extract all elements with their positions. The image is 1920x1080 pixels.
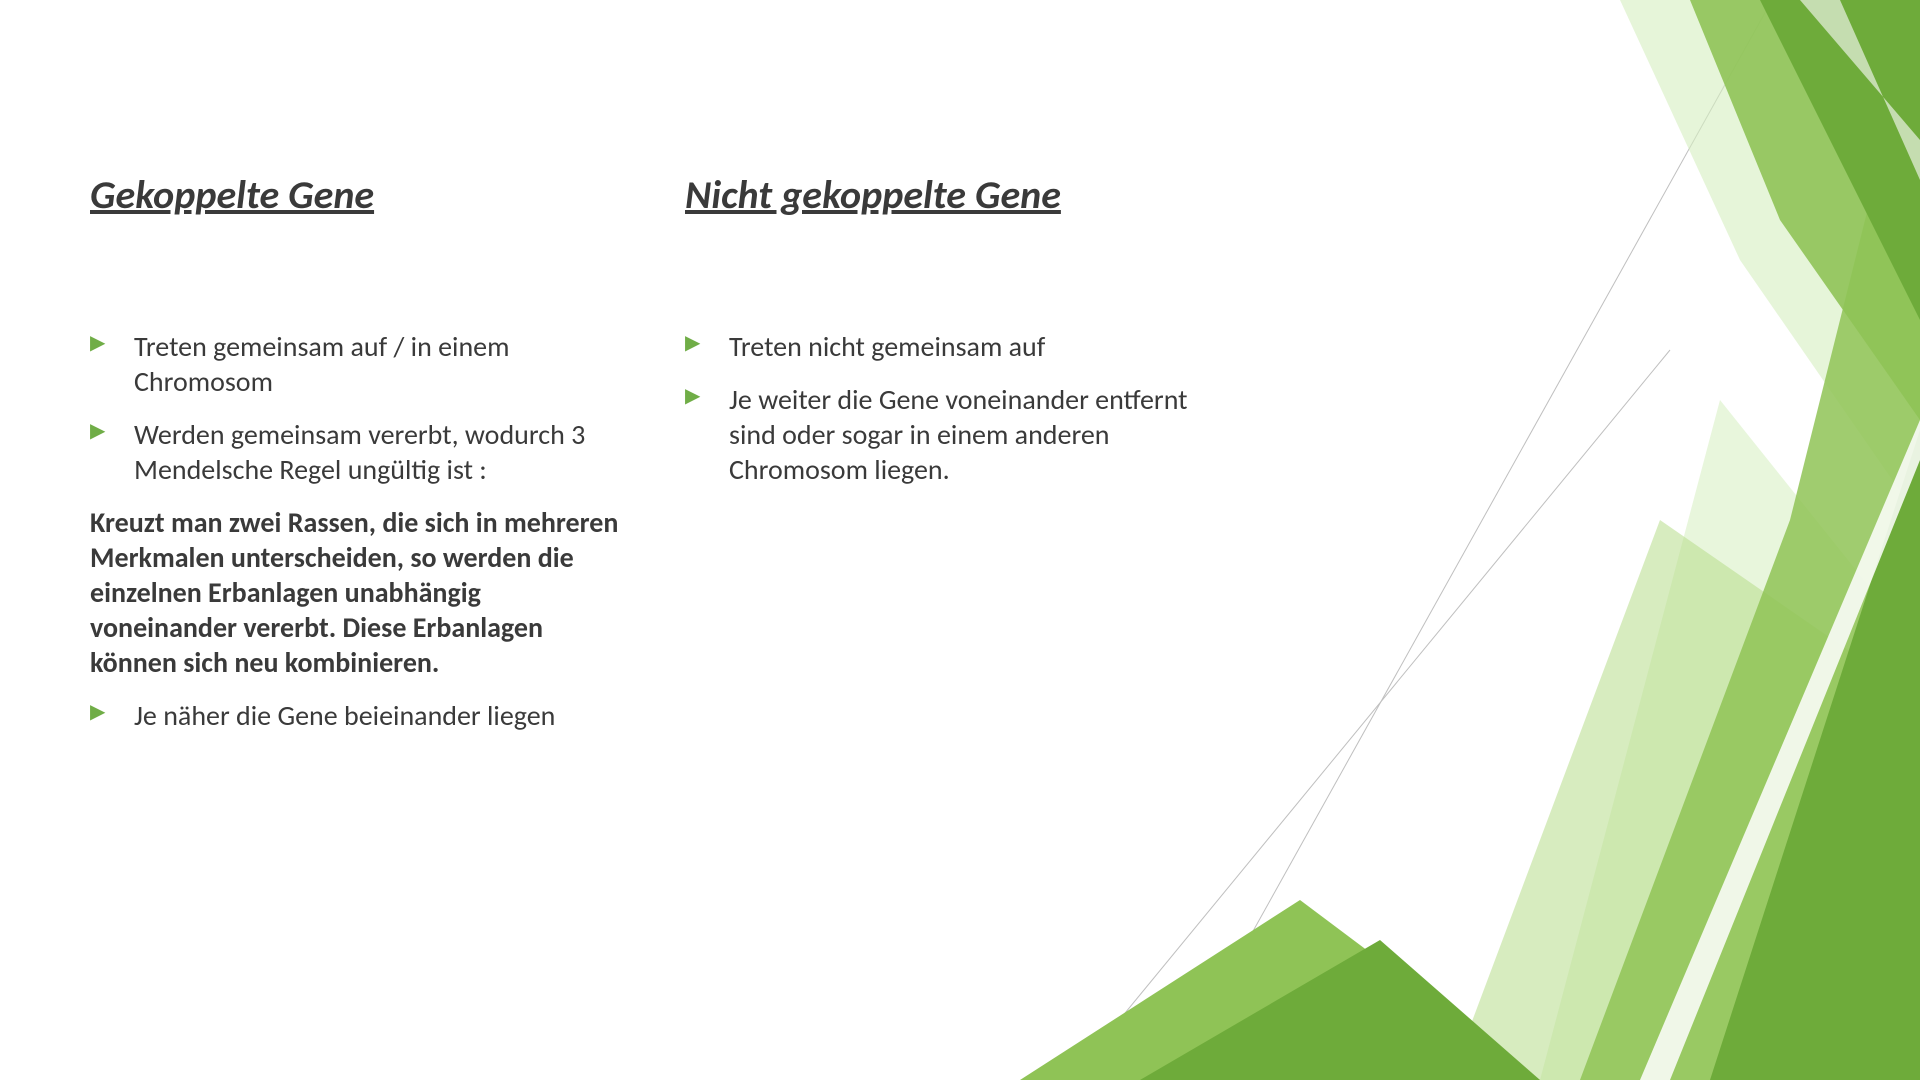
left-bullets-1: Treten gemeinsam auf / in einem Chromoso… — [90, 329, 625, 487]
right-bullets: Treten nicht gemeinsam auf Je weiter die… — [685, 329, 1220, 487]
left-bullets-2: Je näher die Gene beieinander liegen — [90, 698, 625, 733]
left-heading: Gekoppelte Gene — [90, 170, 625, 219]
slide-content: Gekoppelte Gene Treten gemeinsam auf / i… — [90, 170, 1220, 751]
list-item: Je weiter die Gene voneinander entfernt … — [685, 382, 1220, 487]
list-item: Treten gemeinsam auf / in einem Chromoso… — [90, 329, 625, 399]
list-item: Je näher die Gene beieinander liegen — [90, 698, 625, 733]
right-heading: Nicht gekoppelte Gene — [685, 170, 1220, 219]
left-column: Gekoppelte Gene Treten gemeinsam auf / i… — [90, 170, 625, 751]
list-item: Treten nicht gemeinsam auf — [685, 329, 1220, 364]
left-bold-paragraph: Kreuzt man zwei Rassen, die sich in mehr… — [90, 505, 625, 680]
right-column: Nicht gekoppelte Gene Treten nicht gemei… — [685, 170, 1220, 751]
list-item: Werden gemeinsam vererbt, wodurch 3 Mend… — [90, 417, 625, 487]
